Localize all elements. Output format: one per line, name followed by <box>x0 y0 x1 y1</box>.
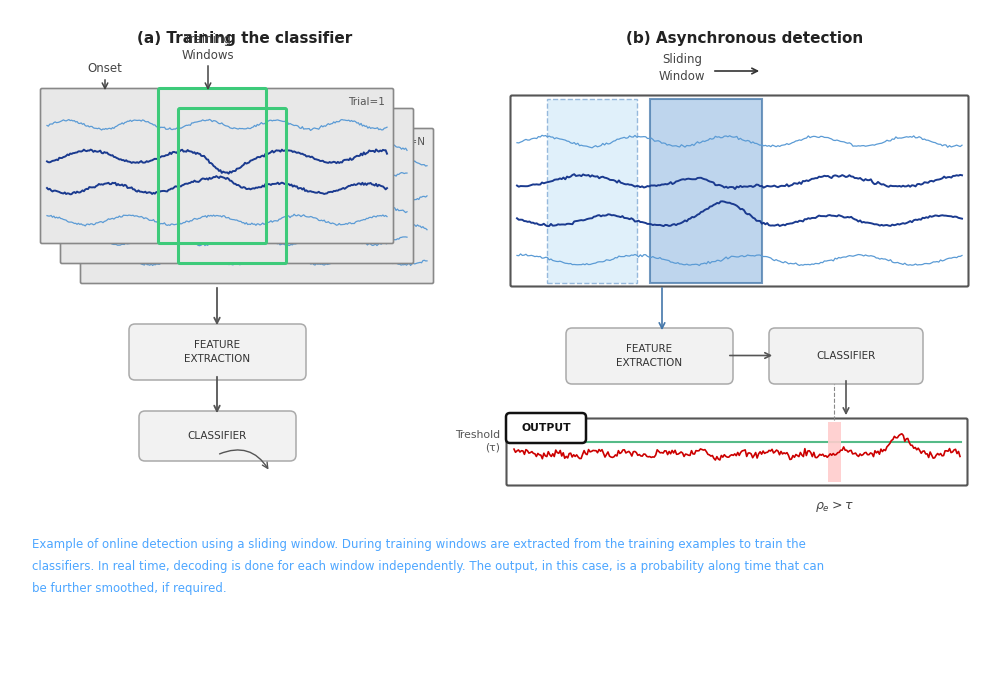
Text: Onset: Onset <box>88 62 122 75</box>
FancyBboxPatch shape <box>506 413 586 443</box>
Text: CLASSIFIER: CLASSIFIER <box>188 431 247 441</box>
FancyBboxPatch shape <box>507 419 968 486</box>
FancyBboxPatch shape <box>80 128 434 284</box>
Text: (b) Asynchronous detection: (b) Asynchronous detection <box>626 30 864 46</box>
FancyBboxPatch shape <box>139 411 296 461</box>
Text: $\rho_e > \tau$: $\rho_e > \tau$ <box>815 498 854 513</box>
Text: be further smoothed, if required.: be further smoothed, if required. <box>32 582 227 595</box>
Bar <box>828 422 841 482</box>
Text: FEATURE
EXTRACTION: FEATURE EXTRACTION <box>184 340 251 364</box>
FancyBboxPatch shape <box>769 328 923 384</box>
Text: Training
Windows: Training Windows <box>182 33 234 62</box>
Text: OUTPUT: OUTPUT <box>521 423 571 433</box>
FancyBboxPatch shape <box>566 328 733 384</box>
Text: CLASSIFIER: CLASSIFIER <box>816 351 876 361</box>
Bar <box>650 99 762 283</box>
Text: Trial=N: Trial=N <box>387 137 425 147</box>
Text: Treshold
(τ): Treshold (τ) <box>455 430 500 453</box>
FancyBboxPatch shape <box>40 88 393 244</box>
Text: FEATURE
EXTRACTION: FEATURE EXTRACTION <box>616 344 683 368</box>
FancyBboxPatch shape <box>511 95 968 286</box>
FancyBboxPatch shape <box>60 108 414 264</box>
Bar <box>547 99 637 283</box>
FancyBboxPatch shape <box>129 324 306 380</box>
Text: Sliding
Window: Sliding Window <box>659 54 705 83</box>
Text: Example of online detection using a sliding window. During training windows are : Example of online detection using a slid… <box>32 538 806 551</box>
Text: (a) Training the classifier: (a) Training the classifier <box>137 30 353 46</box>
Text: Trial=1: Trial=1 <box>348 97 385 107</box>
Text: classifiers. In real time, decoding is done for each window independently. The o: classifiers. In real time, decoding is d… <box>32 560 824 573</box>
Text: pe: pe <box>556 466 570 476</box>
